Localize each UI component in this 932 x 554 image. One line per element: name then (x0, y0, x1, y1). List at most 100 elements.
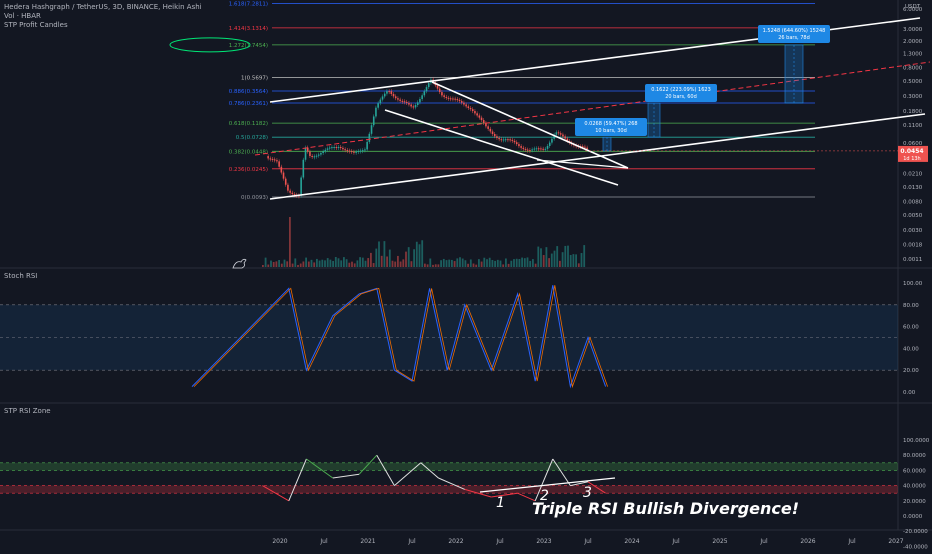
candle-body (269, 158, 272, 160)
fib-level-label: 1.272(1.7454) (229, 43, 268, 49)
volume-bar (440, 260, 442, 267)
volume-bar (278, 259, 280, 267)
candle-body (416, 102, 419, 106)
volume-bar (532, 259, 534, 267)
candle-body (289, 190, 291, 193)
candle-body (467, 106, 470, 109)
dashed-resistance-line (254, 61, 931, 156)
candle-body (377, 103, 379, 108)
candle-body (502, 139, 505, 141)
time-tick-label: 2025 (712, 538, 727, 545)
candle-body (531, 149, 533, 151)
candle-body (449, 98, 452, 100)
candle-body (399, 99, 401, 101)
candle-body (485, 122, 487, 127)
candle-body (540, 148, 542, 150)
volume-bar (475, 264, 478, 267)
stoch-tick-label: 40.00 (903, 346, 919, 352)
fib-level-label: 0.618(0.1182) (229, 121, 268, 127)
volume-bar (332, 260, 334, 267)
candle-body (586, 147, 588, 150)
candle-body (544, 148, 547, 150)
stoch-tick-label: 0.00 (903, 390, 916, 396)
volume-bar (321, 259, 324, 267)
time-tick-label: 2022 (448, 538, 463, 545)
candle-body (357, 151, 360, 153)
candle-body (456, 99, 459, 101)
price-tick-label: 3.0000 (903, 27, 923, 33)
rsi-line-segment (438, 477, 465, 490)
stoch-tick-label: 20.00 (903, 368, 919, 374)
volume-bar (429, 258, 432, 267)
measure-label-line1: 1.5248 (644.60%) 15248 (763, 28, 826, 34)
candle-body (397, 98, 399, 100)
time-tick-label: 2026 (800, 538, 815, 545)
volume-bar (307, 261, 310, 267)
volume-bar (378, 241, 380, 267)
candle-body (414, 105, 417, 108)
candle-body (287, 184, 289, 191)
candle-body (564, 136, 566, 139)
volume-bar (399, 261, 402, 267)
rsi-line-segment (552, 458, 571, 486)
volume-bar (326, 258, 329, 267)
candle-body (513, 140, 516, 143)
price-tick-label: 0.3000 (903, 94, 923, 100)
volume-bar (523, 258, 526, 267)
candle-body (421, 95, 423, 100)
candle-body (335, 147, 338, 149)
rsi-tick-label: 60.0000 (903, 468, 926, 474)
volume-bar (545, 247, 548, 267)
volume-bar (370, 252, 372, 267)
volume-bar (553, 250, 556, 267)
volume-bar (437, 264, 440, 267)
volume-bar (521, 257, 523, 267)
candle-body (394, 96, 397, 99)
volume-bar (302, 261, 305, 267)
volume-bar (478, 259, 480, 267)
time-tick-label: Jul (847, 538, 856, 545)
candle-body (324, 149, 327, 152)
volume-bar (510, 260, 513, 267)
volume-bar (550, 253, 553, 267)
volume-bar (432, 264, 434, 267)
volume-bar (405, 251, 407, 267)
time-tick-label: 2027 (888, 538, 903, 545)
candle-body (482, 120, 485, 123)
volume-bar (334, 257, 337, 267)
time-tick-label: Jul (671, 538, 680, 545)
volume-bar (343, 257, 345, 267)
candle-body (379, 99, 382, 104)
rsi-overbought-zone (0, 462, 898, 471)
rsi-tick-label: -40.0000 (903, 544, 928, 550)
stoch-tick-label: 60.00 (903, 325, 919, 331)
volume-bar (361, 257, 364, 267)
candle-body (412, 106, 415, 108)
candle-body (401, 100, 404, 102)
rsi-line-segment (262, 485, 290, 502)
volume-bar (340, 260, 343, 267)
fib-level-label: 0.382(0.0448) (229, 149, 268, 155)
candle-body (458, 99, 461, 102)
volume-bar (407, 247, 410, 267)
candle-body (436, 85, 439, 89)
volume-bar (299, 263, 302, 267)
price-axis-unit: USDT (905, 4, 921, 10)
candle-body (383, 93, 386, 97)
volume-bar (262, 265, 264, 267)
price-tick-label: 1.3000 (903, 51, 923, 57)
candle-body (555, 132, 558, 135)
candle-body (419, 99, 421, 103)
candle-body (410, 104, 412, 107)
volume-bar (559, 260, 561, 267)
divergence-headline: Triple RSI Bullish Divergence! (532, 499, 799, 518)
volume-bar (442, 258, 445, 267)
candle-body (542, 148, 544, 150)
volume-bar (426, 264, 429, 267)
volume-bar (507, 263, 510, 267)
candle-body (476, 113, 478, 116)
rsi-line-segment (517, 492, 536, 502)
volume-bar (515, 258, 518, 267)
volume-bar (534, 263, 537, 267)
candle-body (480, 117, 483, 121)
